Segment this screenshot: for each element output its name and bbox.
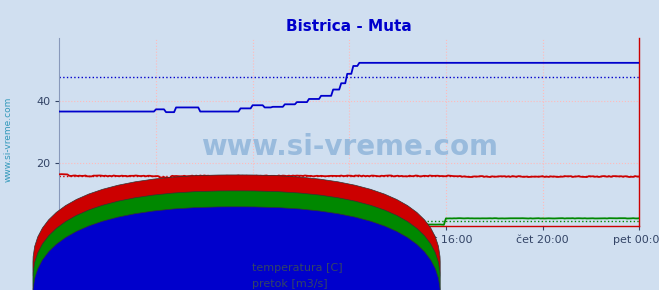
Text: www.si-vreme.com: www.si-vreme.com <box>201 133 498 161</box>
Text: www.si-vreme.com: www.si-vreme.com <box>3 97 13 182</box>
Text: pretok [m3/s]: pretok [m3/s] <box>252 279 328 289</box>
Title: Bistrica - Muta: Bistrica - Muta <box>287 19 412 34</box>
Text: temperatura [C]: temperatura [C] <box>252 263 343 273</box>
